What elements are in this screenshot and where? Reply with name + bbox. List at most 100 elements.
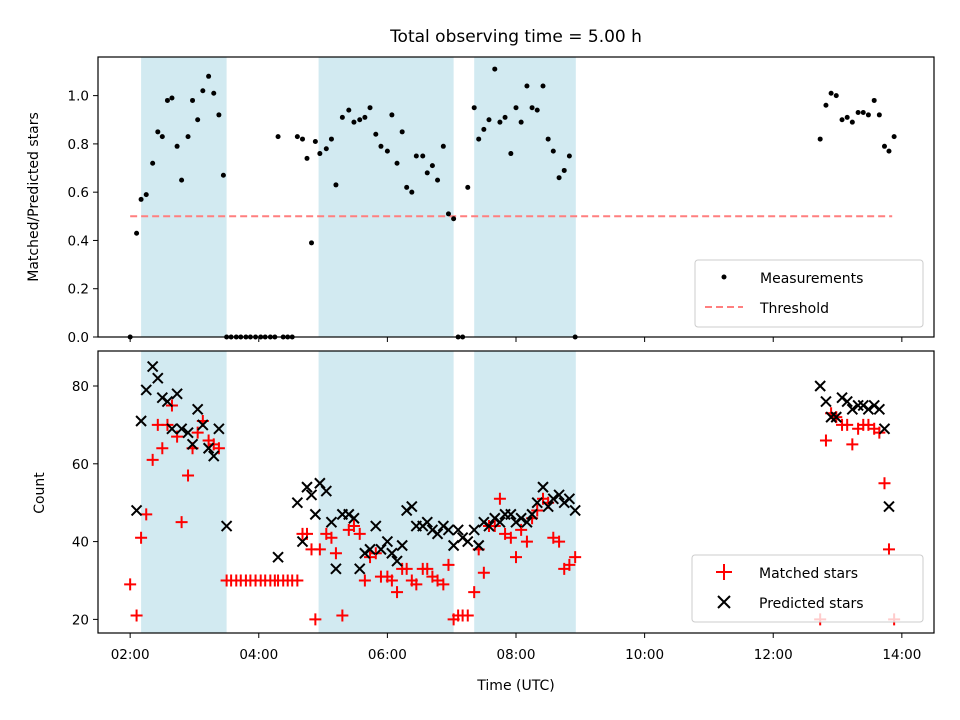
measurement-point xyxy=(476,136,482,142)
measurement-point xyxy=(486,117,492,123)
bottom-legend: Matched stars Predicted stars xyxy=(691,554,924,623)
matched-star-point xyxy=(878,477,891,490)
predicted-stars-points xyxy=(130,360,895,575)
measurement-point xyxy=(339,114,345,120)
measurement-point xyxy=(164,97,170,103)
measurement-point xyxy=(540,83,546,89)
top-panel: 0.0 0.2 0.4 0.6 0.8 1.0 Matched/Predicted sta… xyxy=(26,56,935,346)
predicted-star-point xyxy=(814,380,826,392)
legend-matched-label: Matched stars xyxy=(759,566,858,582)
y-tick-label: 40 xyxy=(72,535,89,551)
x-tick-label: 14:00 xyxy=(882,647,921,663)
measurement-point xyxy=(413,153,419,159)
predicted-star-point xyxy=(873,403,886,416)
predicted-star-point xyxy=(381,535,394,548)
matched-star-point xyxy=(400,562,413,575)
chart-title: Total observing time = 5.00 h xyxy=(389,27,642,47)
matched-star-point xyxy=(442,558,455,571)
measurement-point xyxy=(844,114,850,120)
matched-star-point xyxy=(846,438,859,451)
measurement-point xyxy=(333,182,339,188)
measurement-point xyxy=(216,112,222,118)
matched-star-point xyxy=(421,562,434,575)
predicted-star-point xyxy=(175,423,188,435)
measurement-point xyxy=(513,105,519,111)
shaded-interval xyxy=(141,351,227,633)
x-tick-label: 02:00 xyxy=(111,647,150,663)
measurement-point xyxy=(876,112,882,118)
measurement-point xyxy=(534,107,540,113)
matched-star-point xyxy=(510,551,522,564)
matched-star-point xyxy=(461,609,474,622)
predicted-star-point xyxy=(186,438,199,451)
matched-star-point xyxy=(135,531,148,544)
measurement-point xyxy=(328,136,334,142)
measurement-point xyxy=(138,196,144,202)
x-tick-label: 06:00 xyxy=(368,647,407,663)
measurement-point xyxy=(828,90,834,96)
measurement-point xyxy=(220,172,226,178)
predicted-star-point xyxy=(531,496,543,509)
measurement-point xyxy=(312,138,318,144)
x-tick-label: 04:00 xyxy=(239,647,278,663)
predicted-star-point xyxy=(182,426,194,439)
matched-star-point xyxy=(391,586,404,599)
legend-predicted-marker xyxy=(717,595,731,609)
measurement-point xyxy=(429,163,435,169)
x-tick-label: 12:00 xyxy=(754,647,793,663)
measurement-point xyxy=(362,114,368,120)
predicted-star-point xyxy=(325,516,338,528)
predicted-star-point xyxy=(354,563,366,575)
predicted-star-point xyxy=(569,504,581,517)
measurement-point xyxy=(211,90,217,96)
matched-star-point xyxy=(477,566,490,579)
predicted-star-point xyxy=(421,516,433,528)
predicted-star-point xyxy=(462,535,474,548)
measurement-point xyxy=(134,230,140,236)
predicted-star-point xyxy=(472,539,485,552)
top-legend-box xyxy=(694,259,924,328)
matched-star-point xyxy=(146,453,159,466)
predicted-star-point xyxy=(515,512,527,524)
y-tick-label: 0.8 xyxy=(68,137,89,153)
matched-star-point xyxy=(329,547,342,560)
predicted-star-point xyxy=(542,500,554,513)
predicted-star-point xyxy=(820,395,832,408)
matched-star-point xyxy=(309,613,322,626)
predicted-star-point xyxy=(272,551,284,563)
bottom-y-axis-label: Count xyxy=(32,472,48,514)
y-tick-label: 0.4 xyxy=(68,233,89,249)
shaded-interval xyxy=(474,351,576,633)
measurement-point xyxy=(389,112,395,118)
measurement-point xyxy=(409,189,415,195)
predicted-star-point xyxy=(208,450,220,462)
measurement-point xyxy=(566,153,572,159)
predicted-star-point xyxy=(825,411,837,423)
measurement-point xyxy=(435,177,441,183)
legend-measurements-label: Measurements xyxy=(760,271,863,287)
predicted-star-point xyxy=(862,403,875,416)
bottom-legend-box xyxy=(691,554,924,623)
measurement-point xyxy=(440,143,446,149)
predicted-star-point xyxy=(202,442,215,454)
legend-matched-marker xyxy=(716,564,732,580)
predicted-star-point xyxy=(330,563,342,575)
matched-star-point xyxy=(410,578,423,591)
predicted-star-point xyxy=(296,535,309,548)
matched-star-point xyxy=(353,527,366,540)
measurement-point xyxy=(190,97,196,103)
matched-star-point xyxy=(882,543,895,556)
y-tick-label: 20 xyxy=(72,612,89,628)
measurement-point xyxy=(275,134,281,140)
measurement-point xyxy=(817,136,823,142)
matched-star-point xyxy=(553,535,566,548)
matched-star-point xyxy=(336,609,349,622)
top-legend: Measurements Threshold xyxy=(694,259,924,328)
measurement-point xyxy=(206,73,212,79)
measurement-point xyxy=(545,136,551,142)
measurement-point xyxy=(394,160,400,166)
shaded-interval xyxy=(474,57,576,337)
bottom-shaded-intervals xyxy=(141,351,576,633)
predicted-star-point xyxy=(370,520,382,532)
